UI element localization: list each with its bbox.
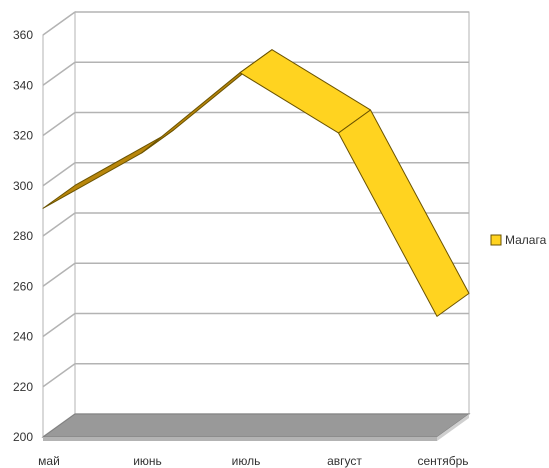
gridline-side	[42, 111, 76, 137]
legend-label-malaga: Малага	[505, 233, 547, 247]
x-axis-ticks: май июнь июль август сентябрь	[38, 454, 468, 468]
legend-swatch-malaga	[490, 234, 502, 246]
y-tick-label: 240	[13, 330, 33, 344]
gridline-side	[42, 11, 76, 36]
x-tick-label: август	[327, 454, 362, 468]
floor-top	[41, 413, 471, 438]
gridline-side	[42, 363, 76, 388]
y-tick-label: 280	[13, 229, 33, 243]
y-tick-label: 220	[13, 380, 33, 394]
y-tick-label: 360	[13, 28, 33, 42]
gridline-side	[42, 212, 76, 237]
y-axis-ticks: 200 220 240 260 280 300 320 340 360	[13, 28, 33, 444]
gridline-side	[42, 162, 76, 187]
gridline-side	[42, 312, 76, 338]
ribbon-segment	[338, 109, 470, 317]
y-tick-label: 320	[13, 129, 33, 143]
x-tick-label: сентябрь	[417, 454, 468, 468]
floor-side-edge	[437, 414, 469, 441]
x-tick-label: июль	[232, 454, 261, 468]
x-tick-label: май	[38, 454, 60, 468]
gridline-side	[42, 61, 76, 86]
chart-floor	[41, 413, 471, 441]
gridline-side	[42, 262, 76, 287]
series-ribbon	[42, 49, 470, 317]
legend: Малага	[490, 233, 547, 247]
y-tick-label: 260	[13, 279, 33, 293]
y-tick-label: 340	[13, 78, 33, 92]
y-tick-label: 200	[13, 430, 33, 444]
floor-edge	[43, 437, 437, 441]
y-tick-label: 300	[13, 179, 33, 193]
x-tick-label: июнь	[133, 454, 162, 468]
